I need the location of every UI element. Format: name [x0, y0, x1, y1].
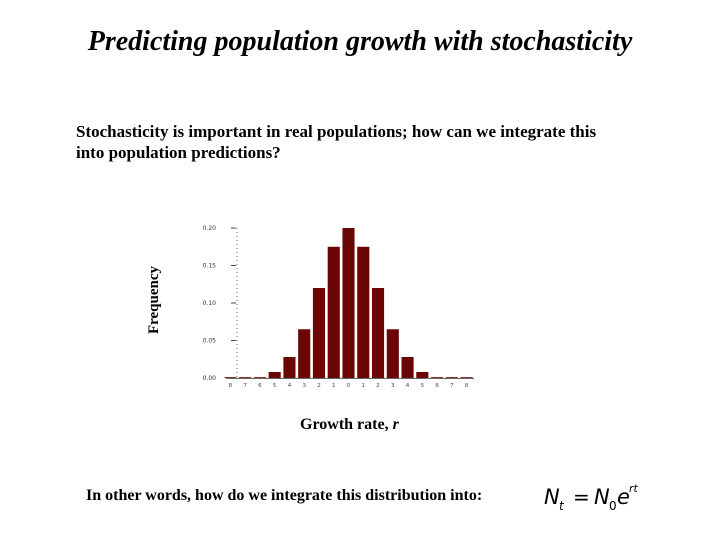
y-tick-label: 0.00	[203, 375, 217, 382]
x-tick-label: 5	[421, 383, 425, 389]
histogram-bar	[283, 357, 296, 378]
histogram-bar	[431, 377, 444, 378]
histogram-bar	[342, 228, 355, 378]
subtitle-line-1: Stochasticity is important in real popul…	[76, 122, 597, 141]
x-axis-label-variable: r	[392, 416, 399, 433]
slide-subtitle: Stochasticity is important in real popul…	[76, 121, 676, 163]
x-tick-label: 2	[376, 383, 380, 389]
slide-title: Predicting population growth with stocha…	[87, 26, 633, 57]
x-tick-label: 7	[450, 383, 454, 389]
histogram-bar	[401, 357, 414, 378]
growth-equation: N t = N 0 e rt	[544, 482, 639, 513]
y-tick-label: 0.20	[203, 225, 217, 232]
histogram-bar	[224, 377, 237, 378]
histogram-bar	[312, 288, 326, 378]
histogram-bar	[298, 329, 311, 378]
x-tick-label: 3	[302, 383, 306, 389]
x-tick-label: 5	[273, 383, 277, 389]
histogram-bar	[327, 246, 340, 378]
x-tick-label: 2	[317, 383, 321, 389]
histogram-bar	[386, 329, 399, 378]
y-tick-label: 0.15	[203, 263, 217, 270]
x-tick-label: 6	[435, 383, 439, 389]
x-tick-label: 4	[406, 383, 410, 389]
equation-rhs-subscript: 0	[609, 499, 617, 513]
x-axis-label-text: Growth rate,	[300, 416, 393, 433]
histogram-bar	[445, 377, 458, 378]
histogram-bar	[239, 377, 252, 378]
histogram-bar	[371, 288, 385, 378]
histogram-bar	[268, 372, 281, 378]
x-tick-label: 8	[465, 383, 469, 389]
x-tick-label: 7	[243, 383, 247, 389]
equation-lhs-subscript: t	[559, 499, 565, 513]
histogram-bar	[460, 377, 473, 378]
equation-base: e	[617, 485, 630, 509]
footer-question: In other words, how do we integrate this…	[86, 487, 483, 504]
subtitle-line-2: into population predictions?	[76, 143, 281, 162]
x-tick-label: 4	[288, 383, 292, 389]
x-tick-label: 1	[362, 383, 366, 389]
frequency-bar-chart: Frequency 0.00 0.05 0.10 0.15 0.20 8 7 6 5 4 3 2 1 0 1…	[146, 225, 474, 389]
y-tick-label: 0.05	[203, 338, 217, 345]
y-axis-label: Frequency	[146, 265, 162, 334]
equation-rhs: N	[594, 485, 610, 509]
x-axis-label: Growth rate, r	[300, 416, 399, 434]
x-tick-label: 0	[347, 383, 351, 389]
x-tick-label: 8	[229, 383, 233, 389]
equation-exponent: rt	[629, 482, 639, 495]
equation-lhs: N	[544, 485, 560, 509]
x-tick-label: 6	[258, 383, 262, 389]
histogram-bar	[416, 372, 429, 378]
equation-equals: =	[573, 485, 590, 509]
x-tick-label: 1	[332, 383, 336, 389]
histogram-bar	[357, 246, 370, 378]
histogram-bar	[253, 377, 266, 378]
x-tick-label: 3	[391, 383, 395, 389]
y-tick-label: 0.10	[203, 300, 217, 307]
